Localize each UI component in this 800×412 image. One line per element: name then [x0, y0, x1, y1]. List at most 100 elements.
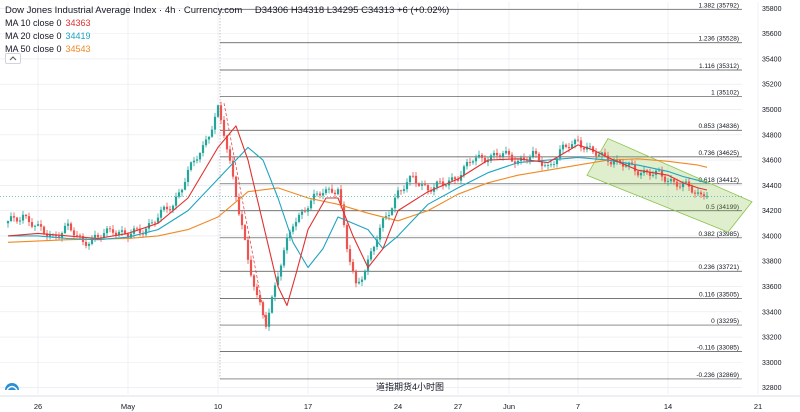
x-tick-label: 26 [34, 402, 42, 411]
candle-body [483, 157, 487, 163]
y-tick-label: 35000 [762, 107, 782, 114]
candle-body [507, 150, 511, 155]
candle-body [42, 226, 46, 234]
candle-body [417, 183, 421, 186]
fib-level-label: 1 (35102) [711, 90, 739, 97]
fibonacci-retracement[interactable]: 1.382 (35792) 1.236 (35528) 1.116 (35312) 1… [219, 2, 742, 380]
candle-body [600, 152, 604, 155]
candlesticks [6, 101, 709, 331]
candle-body [360, 279, 364, 282]
candle-body [609, 161, 613, 165]
candle-body [702, 194, 706, 197]
candle-body [123, 230, 127, 234]
candle-body [339, 189, 343, 205]
candle-body [279, 265, 283, 277]
fib-level-label: -0.236 (32869) [696, 372, 739, 379]
candle-body [546, 165, 550, 166]
axes: 35800 35600 35400 35200 35000 34800 34600 34400… [0, 6, 800, 411]
candle-body [285, 237, 289, 251]
x-tick-label: 10 [214, 402, 222, 411]
candle-body [282, 250, 286, 266]
candle-body [12, 216, 16, 218]
y-tick-label: 33400 [762, 309, 782, 316]
candle-body [489, 155, 493, 161]
candle-body [603, 152, 607, 156]
candle-body [201, 145, 205, 153]
ma50-line [7, 158, 708, 243]
candle-body [504, 150, 508, 154]
candle-body [456, 179, 460, 181]
y-tick-label: 34000 [762, 233, 782, 240]
fib-level-label: 0 (33295) [711, 318, 739, 325]
fib-level-label: 0.618 (34412) [699, 177, 739, 184]
candle-body [162, 206, 166, 210]
candle-body [558, 149, 562, 159]
candle-body [510, 154, 514, 162]
legend: Dow Jones Industrial Average Index · 4h … [5, 4, 449, 56]
candle-body [54, 234, 58, 237]
candle-body [582, 147, 586, 150]
candle-body [378, 227, 382, 240]
y-tick-label: 35800 [762, 6, 782, 13]
candle-body [159, 209, 163, 218]
candle-body [198, 152, 202, 160]
y-tick-label: 35400 [762, 56, 782, 63]
candle-body [264, 315, 268, 327]
candle-body [414, 175, 418, 184]
candle-body [78, 235, 82, 237]
candle-body [36, 224, 40, 226]
y-tick-label: 32800 [762, 385, 782, 392]
y-tick-label: 34200 [762, 208, 782, 215]
x-tick-label: 21 [754, 402, 762, 411]
candle-body [255, 286, 259, 295]
candle-body [39, 224, 43, 227]
candle-body [522, 157, 526, 160]
candle-body [474, 157, 478, 162]
x-tick-label: 17 [304, 402, 312, 411]
candle-body [597, 154, 601, 156]
candle-body [102, 233, 106, 238]
legend-ma10[interactable]: MA 10 close 0 34363 [5, 17, 449, 30]
ma10-line [7, 125, 708, 307]
chevron-up-icon [9, 56, 17, 61]
candle-body [441, 181, 445, 186]
candle-body [681, 182, 685, 188]
y-tick-label: 33200 [762, 335, 782, 342]
candle-body [567, 147, 571, 149]
legend-ma50[interactable]: MA 50 close 0 34543 [5, 43, 449, 56]
candle-body [9, 216, 13, 222]
candle-body [306, 208, 310, 212]
candle-body [606, 155, 610, 162]
candle-body [396, 190, 400, 198]
candle-body [270, 296, 274, 313]
candle-body [213, 116, 217, 130]
candle-body [90, 237, 94, 244]
currency-logo-icon[interactable] [4, 378, 20, 392]
trend-channel[interactable] [223, 103, 753, 325]
fib-level-label: 1.382 (35792) [699, 2, 739, 9]
trend-channel-box [586, 138, 753, 233]
candle-body [294, 221, 298, 227]
collapse-legend-button[interactable] [5, 53, 21, 64]
candle-body [549, 164, 553, 166]
candle-body [111, 229, 115, 233]
candle-body [672, 179, 676, 182]
ma20-label: MA 20 close 0 [5, 31, 62, 41]
candle-body [189, 162, 193, 170]
candle-body [351, 261, 355, 272]
dashed-wave-line [223, 103, 267, 325]
candle-body [387, 215, 391, 217]
candle-body [657, 170, 661, 172]
candle-body [624, 165, 628, 167]
candle-body [243, 225, 247, 240]
candle-body [6, 221, 10, 224]
x-tick-label: May [121, 402, 135, 411]
candle-body [576, 139, 580, 141]
candle-body [435, 181, 439, 188]
fib-level-label: -0.116 (33085) [697, 345, 739, 352]
candle-body [408, 175, 412, 183]
legend-ma20[interactable]: MA 20 close 0 34419 [5, 30, 449, 43]
candle-body [669, 179, 673, 182]
candle-body [138, 228, 142, 234]
